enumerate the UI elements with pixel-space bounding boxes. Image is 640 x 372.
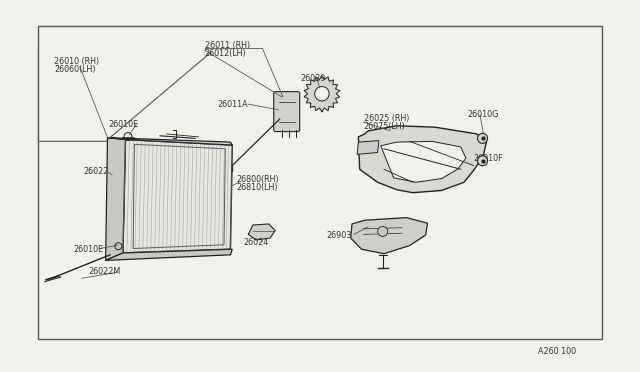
Circle shape bbox=[378, 227, 388, 236]
Polygon shape bbox=[123, 140, 232, 253]
Text: 26800(RH): 26800(RH) bbox=[237, 175, 280, 184]
Circle shape bbox=[477, 134, 488, 143]
Text: 26010E: 26010E bbox=[109, 120, 139, 129]
Text: 26010F: 26010F bbox=[474, 154, 503, 163]
Text: 26022: 26022 bbox=[83, 167, 109, 176]
Text: 26903: 26903 bbox=[326, 231, 351, 240]
Text: A260 100: A260 100 bbox=[538, 347, 576, 356]
Polygon shape bbox=[248, 224, 275, 240]
Text: 26810(LH): 26810(LH) bbox=[237, 183, 278, 192]
Circle shape bbox=[315, 87, 329, 101]
Text: 26025 (RH): 26025 (RH) bbox=[364, 114, 409, 123]
Text: 26022M: 26022M bbox=[88, 267, 120, 276]
Polygon shape bbox=[381, 141, 466, 182]
Text: 26012(LH): 26012(LH) bbox=[205, 49, 246, 58]
Text: 26029: 26029 bbox=[301, 74, 326, 83]
Text: 26075(LH): 26075(LH) bbox=[364, 122, 405, 131]
FancyBboxPatch shape bbox=[274, 92, 300, 132]
Text: 26010 (RH): 26010 (RH) bbox=[54, 57, 100, 66]
Polygon shape bbox=[351, 218, 428, 254]
Bar bbox=[38, 26, 602, 339]
Polygon shape bbox=[108, 138, 232, 145]
Polygon shape bbox=[357, 141, 379, 154]
Polygon shape bbox=[106, 138, 125, 260]
Text: 26024: 26024 bbox=[243, 238, 268, 247]
Text: 26060(LH): 26060(LH) bbox=[54, 65, 96, 74]
Text: 26011A: 26011A bbox=[218, 100, 248, 109]
Circle shape bbox=[477, 156, 488, 166]
Polygon shape bbox=[106, 249, 232, 260]
Polygon shape bbox=[358, 126, 486, 193]
Text: 26010E: 26010E bbox=[74, 245, 104, 254]
Polygon shape bbox=[304, 76, 340, 112]
Text: 26011 (RH): 26011 (RH) bbox=[205, 41, 250, 50]
Text: 26010G: 26010G bbox=[467, 110, 499, 119]
